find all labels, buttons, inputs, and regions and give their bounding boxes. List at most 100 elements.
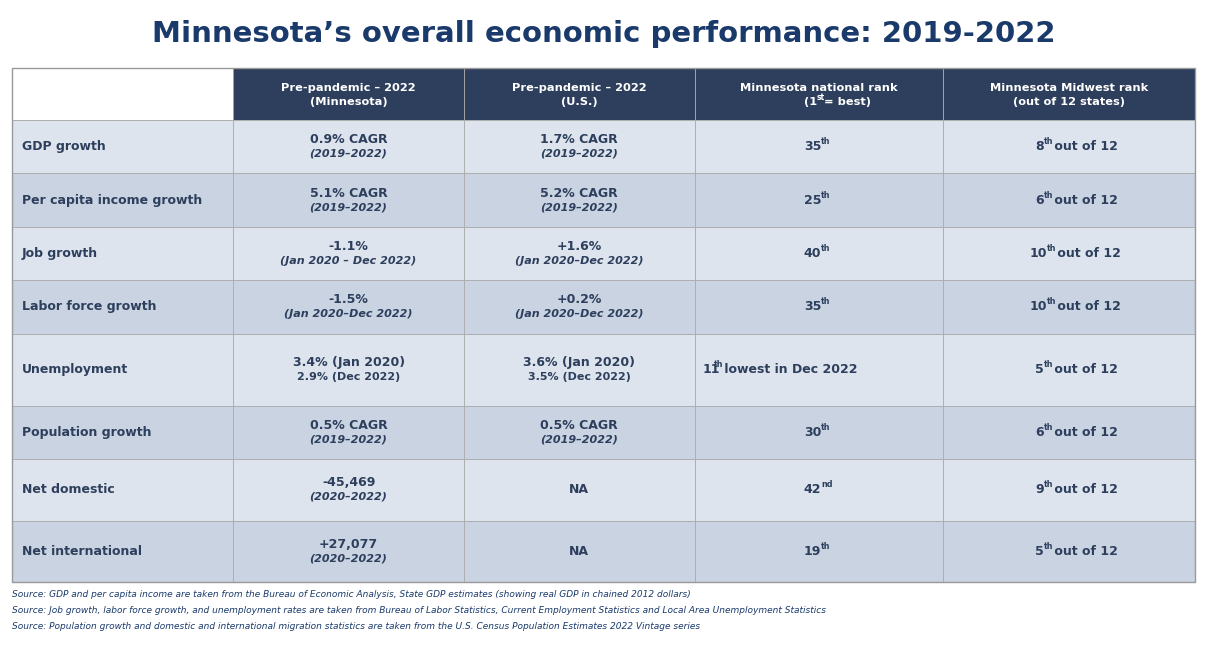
Text: out of 12: out of 12	[1050, 545, 1118, 558]
Text: th: th	[1044, 481, 1054, 489]
Bar	[943, 459, 1195, 520]
Text: (Minnesota): (Minnesota)	[310, 97, 387, 107]
Bar	[943, 520, 1195, 582]
Bar	[694, 334, 943, 406]
Text: st: st	[817, 93, 824, 101]
Text: (Jan 2020 – Dec 2022): (Jan 2020 – Dec 2022)	[280, 256, 416, 265]
Text: out of 12: out of 12	[1050, 140, 1118, 153]
Bar	[463, 173, 694, 227]
Bar	[694, 120, 943, 173]
Bar	[233, 173, 463, 227]
Text: th: th	[821, 297, 830, 307]
Text: Minnesota national rank: Minnesota national rank	[740, 83, 898, 93]
Bar	[12, 459, 233, 520]
Text: (Jan 2020–Dec 2022): (Jan 2020–Dec 2022)	[515, 309, 643, 319]
Bar	[12, 280, 233, 334]
Text: th: th	[1046, 297, 1056, 307]
Text: (2019–2022): (2019–2022)	[541, 202, 618, 212]
Text: th: th	[1046, 244, 1056, 253]
Bar	[463, 120, 694, 173]
Text: 5.2% CAGR: 5.2% CAGR	[541, 187, 618, 200]
Text: 8: 8	[1036, 140, 1044, 153]
Text: (2019–2022): (2019–2022)	[541, 434, 618, 444]
Text: Source: GDP and per capita income are taken from the Bureau of Economic Analysis: Source: GDP and per capita income are ta…	[12, 590, 690, 599]
Bar	[943, 280, 1195, 334]
Text: 10: 10	[1030, 247, 1046, 260]
Text: Net international: Net international	[22, 545, 142, 558]
Text: Job growth: Job growth	[22, 247, 98, 260]
Text: 3.5% (Dec 2022): 3.5% (Dec 2022)	[527, 371, 631, 382]
Text: out of 12: out of 12	[1050, 483, 1118, 496]
Text: 6: 6	[1036, 193, 1044, 207]
Text: 19: 19	[804, 545, 821, 558]
Text: Minnesota Midwest rank: Minnesota Midwest rank	[990, 83, 1148, 93]
Bar	[463, 459, 694, 520]
Bar	[12, 68, 1195, 582]
Text: 0.5% CAGR: 0.5% CAGR	[310, 419, 387, 432]
Text: (Jan 2020–Dec 2022): (Jan 2020–Dec 2022)	[285, 309, 413, 319]
Bar	[943, 120, 1195, 173]
Text: th: th	[821, 191, 830, 200]
Bar	[694, 280, 943, 334]
Bar	[943, 334, 1195, 406]
Text: (2019–2022): (2019–2022)	[310, 202, 387, 212]
Bar	[233, 280, 463, 334]
Text: Unemployment: Unemployment	[22, 363, 128, 376]
Bar	[463, 334, 694, 406]
Text: Net domestic: Net domestic	[22, 483, 115, 496]
Text: 2.9% (Dec 2022): 2.9% (Dec 2022)	[297, 371, 401, 382]
Bar	[233, 406, 463, 459]
Text: th: th	[821, 423, 830, 432]
Text: Pre-pandemic – 2022: Pre-pandemic – 2022	[512, 83, 647, 93]
Text: 35: 35	[804, 140, 821, 153]
Bar	[12, 173, 233, 227]
Text: -1.5%: -1.5%	[328, 293, 368, 307]
Text: (1: (1	[804, 97, 817, 107]
Bar	[943, 68, 1195, 120]
Text: Per capita income growth: Per capita income growth	[22, 193, 203, 207]
Bar	[694, 459, 943, 520]
Bar	[233, 227, 463, 280]
Text: 3.4% (Jan 2020): 3.4% (Jan 2020)	[292, 356, 404, 369]
Text: 0.9% CAGR: 0.9% CAGR	[310, 133, 387, 146]
Text: (2019–2022): (2019–2022)	[310, 149, 387, 159]
Bar	[463, 227, 694, 280]
Bar	[463, 406, 694, 459]
Bar	[12, 520, 233, 582]
Text: +1.6%: +1.6%	[556, 240, 602, 253]
Bar	[233, 334, 463, 406]
Text: 5.1% CAGR: 5.1% CAGR	[310, 187, 387, 200]
Text: 25: 25	[804, 193, 821, 207]
Text: 6: 6	[1036, 426, 1044, 439]
Text: = best): = best)	[820, 97, 870, 107]
Text: out of 12: out of 12	[1050, 363, 1118, 376]
Text: 40: 40	[804, 247, 821, 260]
Text: lowest in Dec 2022: lowest in Dec 2022	[719, 363, 857, 376]
Text: (2019–2022): (2019–2022)	[541, 149, 618, 159]
Text: 35: 35	[804, 301, 821, 313]
Text: 10: 10	[1030, 301, 1046, 313]
Text: th: th	[821, 244, 830, 253]
Text: out of 12: out of 12	[1053, 301, 1121, 313]
Text: th: th	[821, 137, 830, 146]
Text: Minnesota’s overall economic performance: 2019-2022: Minnesota’s overall economic performance…	[152, 20, 1055, 48]
Text: 0.5% CAGR: 0.5% CAGR	[541, 419, 618, 432]
Text: (out of 12 states): (out of 12 states)	[1013, 97, 1125, 107]
Text: th: th	[1044, 191, 1054, 200]
Text: Source: Job growth, labor force growth, and unemployment rates are taken from Bu: Source: Job growth, labor force growth, …	[12, 606, 826, 615]
Bar	[463, 280, 694, 334]
Bar	[12, 406, 233, 459]
Text: 5: 5	[1036, 545, 1044, 558]
Bar	[12, 227, 233, 280]
Text: th: th	[1044, 423, 1054, 432]
Text: (Jan 2020–Dec 2022): (Jan 2020–Dec 2022)	[515, 256, 643, 265]
Text: Pre-pandemic – 2022: Pre-pandemic – 2022	[281, 83, 416, 93]
Text: 3.6% (Jan 2020): 3.6% (Jan 2020)	[524, 356, 635, 369]
Text: 30: 30	[804, 426, 821, 439]
Bar	[12, 120, 233, 173]
Bar	[463, 520, 694, 582]
Text: th: th	[713, 360, 723, 369]
Bar	[12, 334, 233, 406]
Bar	[463, 68, 694, 120]
Text: 1.7% CAGR: 1.7% CAGR	[541, 133, 618, 146]
